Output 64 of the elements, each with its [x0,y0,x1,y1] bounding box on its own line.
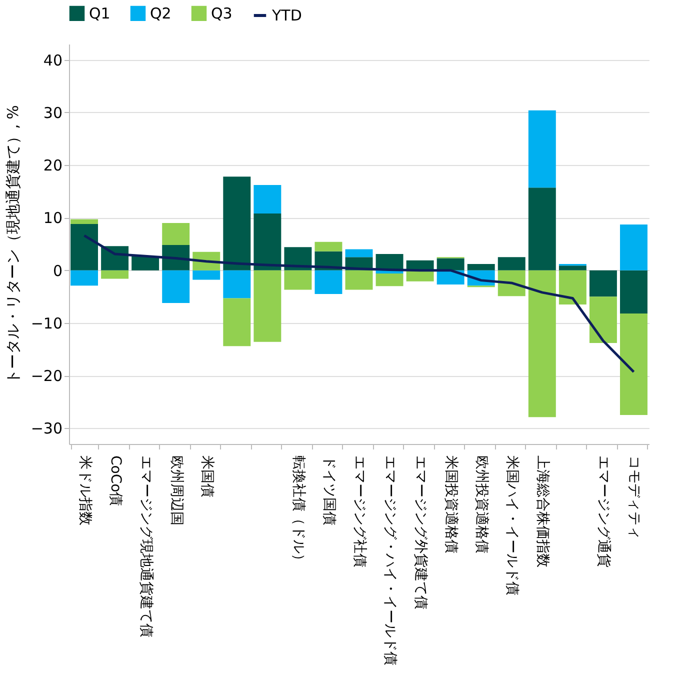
x-tick-label: 転換社債（ドル） [290,456,306,568]
x-tick-label: 米ドル指数 [76,456,93,526]
bar [314,242,342,252]
bar [314,270,342,294]
y-tick-label: −30 [30,420,62,438]
bar [192,270,220,280]
bar [132,256,160,270]
y-tick-label: −20 [30,367,62,386]
legend-label: Q2 [150,4,172,22]
x-tick-label: コモディティ [626,456,642,540]
y-tick-label: 40 [43,51,62,70]
x-tick-label: エマージング通貨 [596,456,612,568]
x-tick-label: エマージング現地通貨建て債 [138,456,154,638]
x-tick-label: 米国ハイ・イールド債 [504,456,520,596]
y-tick-label: 30 [43,104,62,122]
bar [254,185,282,214]
bar [345,249,373,258]
x-tick-label: エマージング外貨建て債 [412,456,429,610]
bar [528,110,556,188]
bar [223,298,251,346]
bar [589,270,617,297]
x-tick-label: エマージング社債 [352,456,368,568]
bar [223,270,251,298]
bar [620,270,648,314]
bar [284,270,312,290]
bar [162,222,190,246]
bar [254,270,282,342]
bar [589,296,617,343]
x-tick-label: 上海総合株価指数 [534,456,551,568]
bar [223,176,251,270]
x-tick-label: CoCo債 [107,456,124,506]
bar [70,270,98,286]
bar [101,270,129,279]
bar [558,266,586,270]
y-tick-label: 10 [43,209,62,228]
bar [498,257,526,270]
bar [162,270,190,303]
y-axis-title: トータル・リターン（現地通貨建て）, % [4,105,22,384]
bar [558,270,586,305]
legend-label: Q1 [89,4,110,22]
bar [620,313,648,416]
legend-label: Q3 [211,4,232,22]
bar [70,219,98,224]
bar [254,213,282,270]
bar [406,270,434,282]
bar [376,273,404,286]
x-tick-label: エマージング・ハイ・イールド債 [382,456,398,666]
legend-label: YTD [271,6,302,24]
bar [620,224,648,270]
y-tick-label: 0 [52,262,62,280]
x-tick-label: 欧州投資適格債 [474,456,490,554]
x-tick-label: 欧州周辺国 [168,456,184,526]
bar [436,258,464,270]
y-tick-label: −10 [30,314,62,332]
bar [345,270,373,290]
x-tick-label: 米国投資適格債 [443,456,460,554]
bar [70,224,98,270]
bar [528,270,556,418]
line-series [83,234,635,374]
y-tick-label: 20 [43,156,62,175]
x-tick-label: ドイツ国債 [320,456,337,526]
x-tick-label: 米国債 [198,456,215,498]
bar [467,264,495,270]
bar [528,188,556,270]
